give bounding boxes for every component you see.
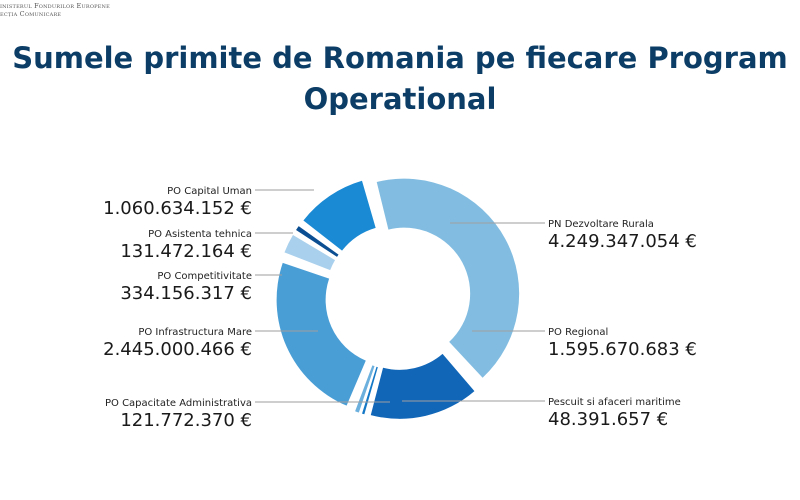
donut-slice-po-regional	[370, 353, 475, 419]
slice-label-po-competitivitate: PO Competitivitate	[157, 271, 252, 282]
org-department: ecția Comunicare	[0, 10, 62, 18]
slice-label-pn-dezvoltare-rurala: PN Dezvoltare Rurala	[548, 219, 654, 230]
donut-slice-po-capacitate-administrativa	[355, 365, 375, 413]
slice-value-po-infrastructura-mare: 2.445.000.466 €	[103, 339, 252, 360]
donut-slice-po-competitivitate	[284, 235, 336, 271]
slice-value-po-capacitate-administrativa: 121.772.370 €	[120, 410, 252, 431]
slice-value-po-regional: 1.595.670.683 €	[548, 339, 697, 360]
slice-label-po-regional: PO Regional	[548, 327, 608, 338]
ministry-logo-text: inisterul Fondurilor Europene ecția Comu…	[0, 2, 110, 18]
chart-title: Sumele primite de Romania pe fiecare Pro…	[0, 38, 800, 120]
slice-value-po-capital-uman: 1.060.634.152 €	[103, 198, 252, 219]
slice-label-po-capacitate-administrativa: PO Capacitate Administrativa	[105, 398, 252, 409]
donut-slice-po-asistenta-tehnica	[296, 226, 339, 257]
donut-slice-po-infrastructura-mare	[276, 262, 366, 406]
slice-value-pescuit-si-afaceri-maritime: 48.391.657 €	[548, 409, 668, 430]
slice-value-pn-dezvoltare-rurala: 4.249.347.054 €	[548, 231, 697, 252]
donut-slice-po-capital-uman	[303, 180, 376, 251]
slice-label-pescuit-si-afaceri-maritime: Pescuit si afaceri maritime	[548, 397, 681, 408]
slice-label-po-asistenta-tehnica: PO Asistenta tehnica	[148, 229, 252, 240]
chart-title-line-1: Sumele primite de Romania pe fiecare Pro…	[12, 41, 788, 75]
slice-value-po-competitivitate: 334.156.317 €	[120, 283, 252, 304]
chart-title-line-2: Operational	[303, 82, 497, 116]
org-name: inisterul Fondurilor Europene	[0, 2, 110, 10]
donut-slice-pn-dezvoltare-rurala	[376, 178, 520, 378]
slice-value-po-asistenta-tehnica: 131.472.164 €	[120, 241, 252, 262]
slice-label-po-infrastructura-mare: PO Infrastructura Mare	[138, 327, 252, 338]
slice-label-po-capital-uman: PO Capital Uman	[167, 186, 252, 197]
